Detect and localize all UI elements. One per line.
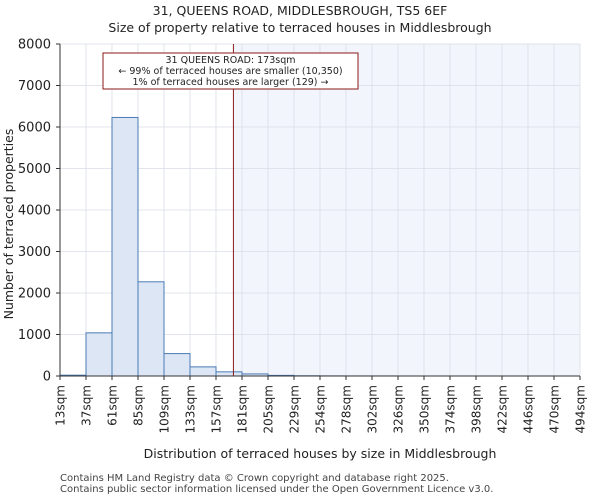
x-tick-label: 446sqm — [522, 385, 536, 433]
y-tick-label: 3000 — [18, 245, 51, 260]
x-tick-label: 85sqm — [132, 385, 146, 426]
y-tick-label: 5000 — [18, 162, 51, 177]
y-tick-label: 0 — [43, 370, 51, 385]
x-tick-label: 398sqm — [470, 385, 484, 433]
y-axis-label: Number of terraced properties — [1, 129, 16, 320]
y-tick-label: 6000 — [18, 121, 51, 136]
x-tick-label: 61sqm — [106, 385, 120, 426]
footer-copyright: Contains HM Land Registry data © Crown c… — [60, 473, 449, 484]
annotation-line-3: 1% of terraced houses are larger (129) → — [133, 77, 329, 88]
x-tick-label: 422sqm — [496, 385, 510, 433]
x-tick-label: 350sqm — [418, 385, 432, 433]
x-tick-label: 37sqm — [80, 385, 94, 426]
annotation-line-1: 31 QUEENS ROAD: 173sqm — [165, 55, 295, 66]
histogram-bar — [215, 371, 243, 377]
y-tick-label: 8000 — [18, 38, 51, 53]
chart-title: 31, QUEENS ROAD, MIDDLESBROUGH, TS5 6EF — [152, 3, 448, 18]
x-tick-label: 205sqm — [262, 385, 276, 433]
annotation-line-2: ← 99% of terraced houses are smaller (10… — [118, 66, 342, 77]
histogram-bar — [137, 281, 165, 377]
y-tick-label: 2000 — [18, 287, 51, 302]
y-tick-label: 7000 — [18, 79, 51, 94]
x-axis-label: Distribution of terraced houses by size … — [144, 446, 497, 461]
y-tick-label: 1000 — [18, 328, 51, 343]
x-tick-label: 181sqm — [236, 385, 250, 433]
x-tick-label: 157sqm — [210, 385, 224, 433]
x-tick-label: 278sqm — [340, 385, 354, 433]
chart-subtitle: Size of property relative to terraced ho… — [108, 20, 492, 35]
x-tick-label: 109sqm — [158, 385, 172, 433]
x-tick-label: 133sqm — [184, 385, 198, 433]
x-tick-label: 229sqm — [288, 385, 302, 433]
x-tick-label: 13sqm — [54, 385, 68, 426]
x-tick-label: 494sqm — [574, 385, 588, 433]
x-tick-label: 254sqm — [314, 385, 328, 433]
histogram-bar — [163, 353, 191, 377]
x-tick-label: 326sqm — [392, 385, 406, 433]
x-tick-label: 302sqm — [366, 385, 380, 433]
annotation-box — [102, 52, 359, 90]
footer-licence: Contains public sector information licen… — [60, 484, 494, 495]
x-tick-label: 470sqm — [548, 385, 562, 433]
x-tick-label: 374sqm — [444, 385, 458, 433]
histogram-bar — [189, 366, 217, 377]
histogram-bar — [111, 116, 139, 377]
histogram-bar — [85, 332, 113, 377]
y-tick-label: 4000 — [18, 204, 51, 219]
